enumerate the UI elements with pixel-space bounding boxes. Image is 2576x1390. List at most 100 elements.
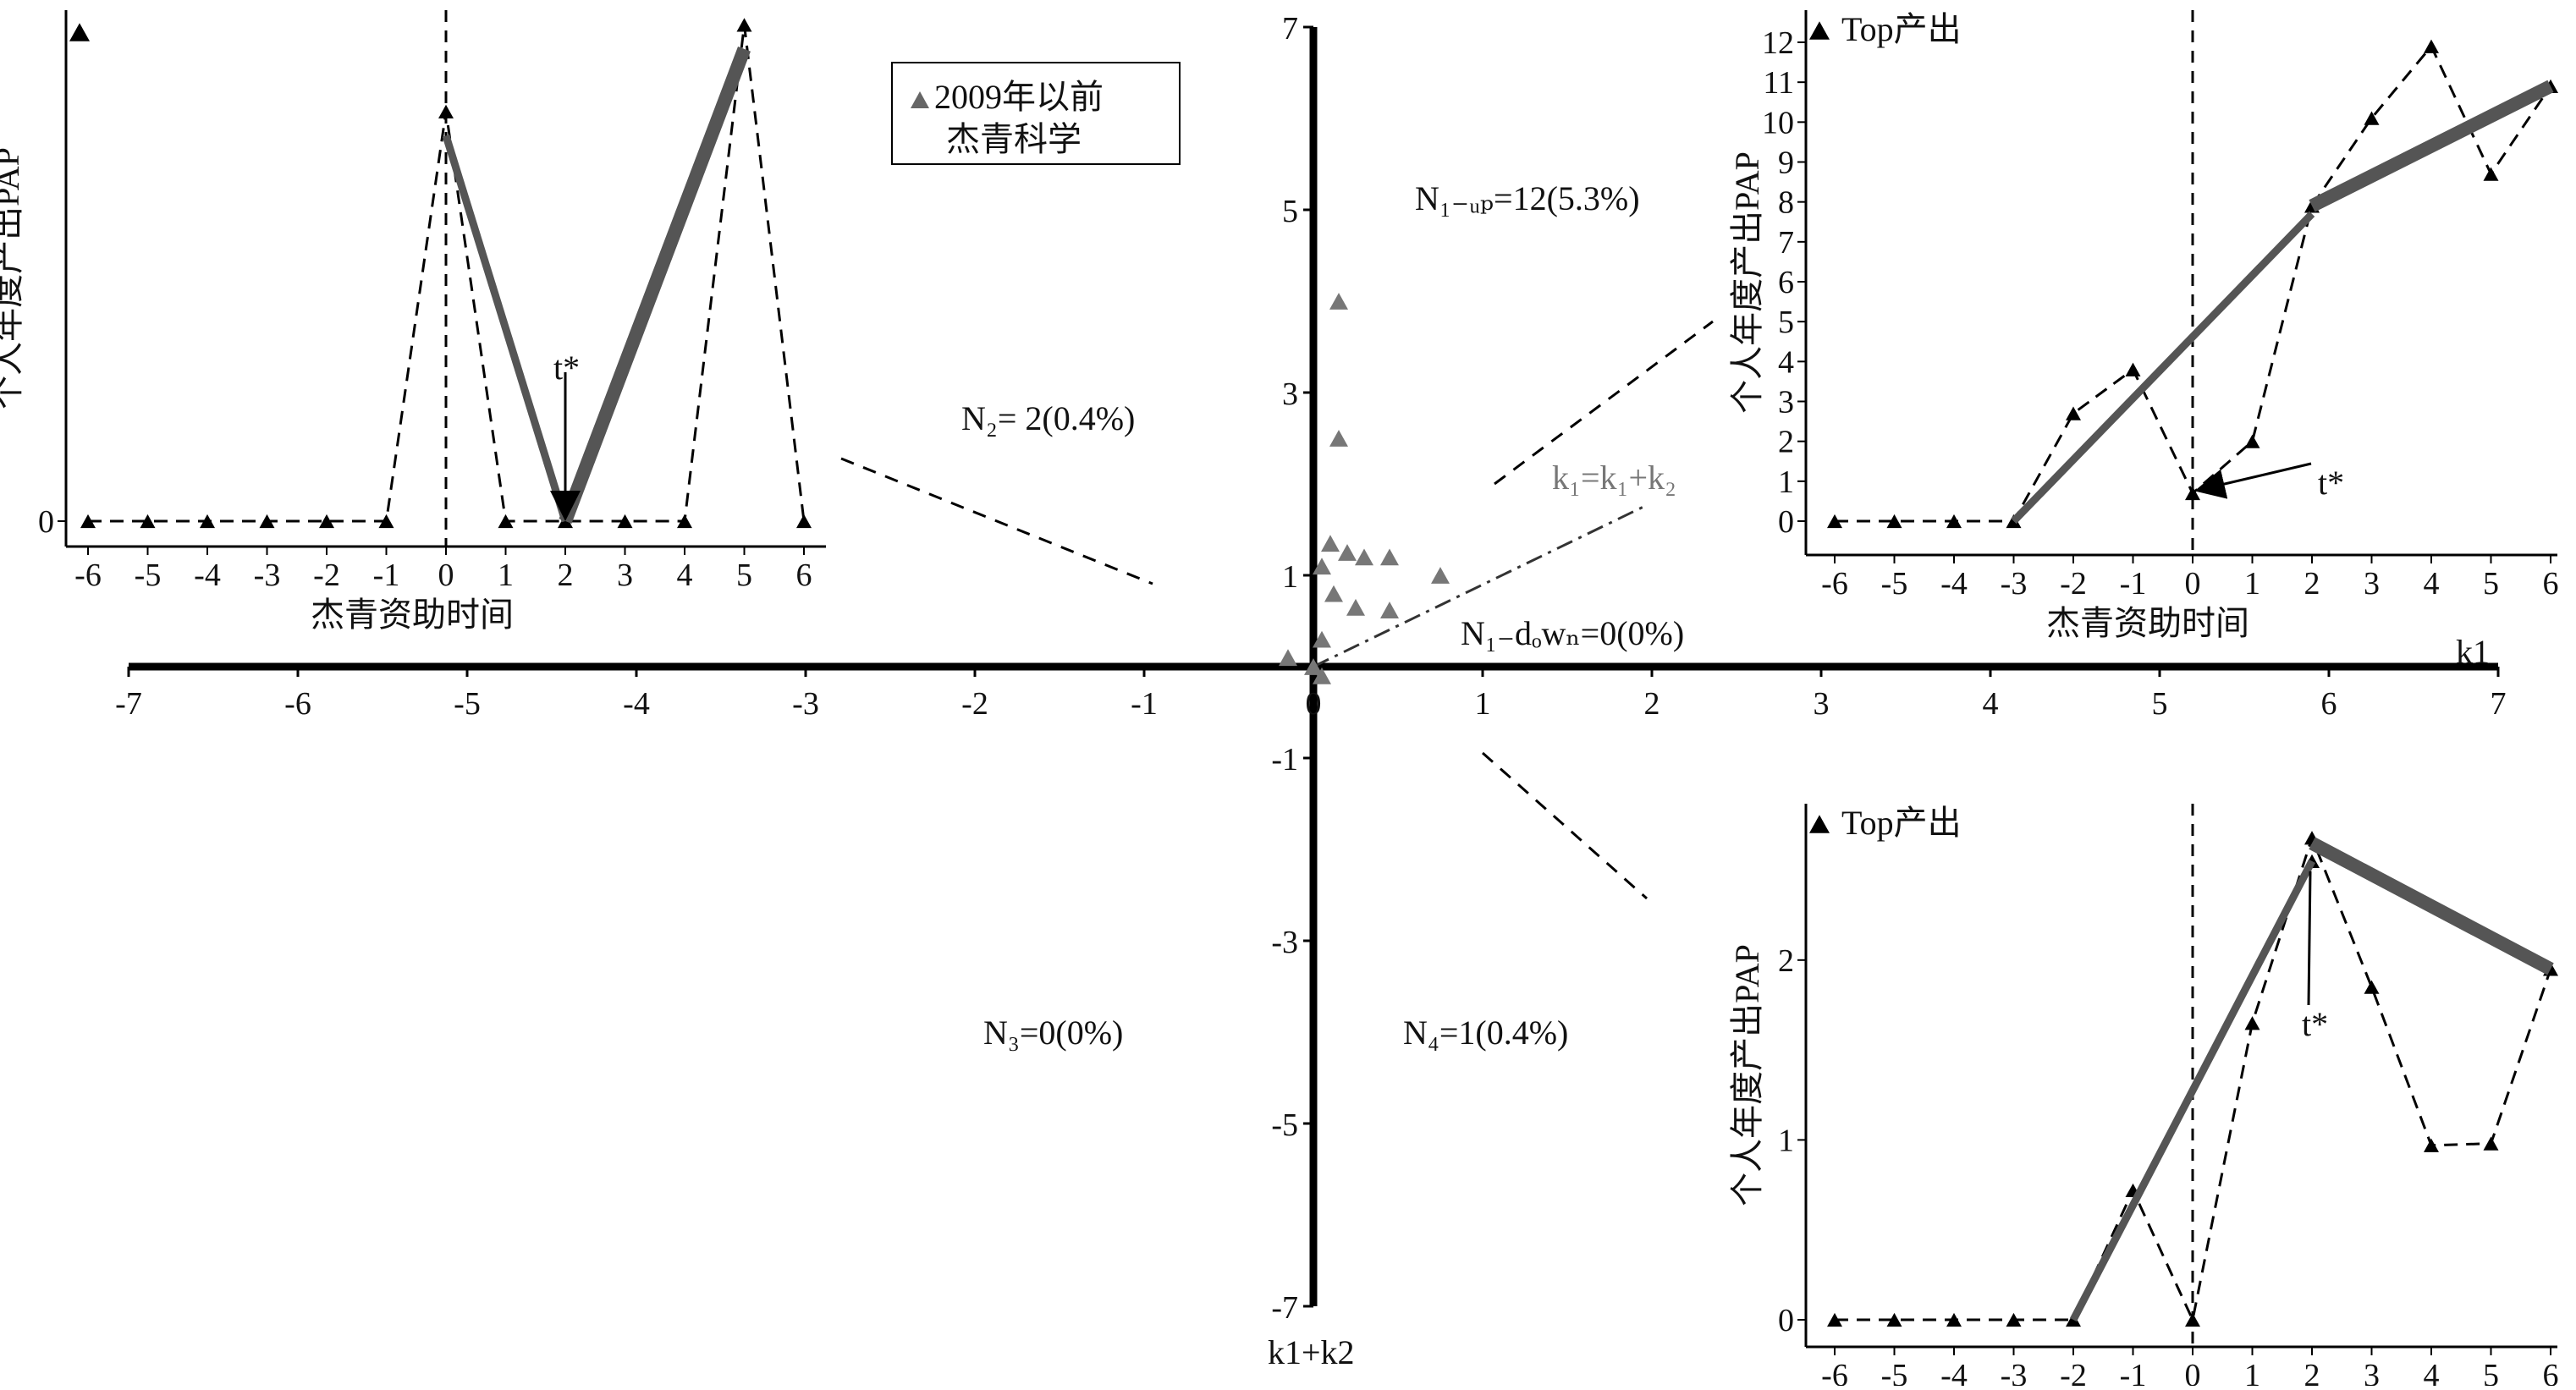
quadrant-n3-label: N₃=0(0%): [983, 1014, 1123, 1052]
x-tick-label: -2: [961, 686, 988, 722]
scatter-point: [1329, 430, 1348, 447]
inset-point: [1946, 1312, 1962, 1327]
inset-title: Top产出: [1841, 804, 1962, 842]
inset-point: [2244, 1016, 2260, 1030]
inset-point: [2424, 1138, 2439, 1152]
inset-x-tick-label: -5: [1881, 1358, 1908, 1386]
inset-point: [617, 514, 633, 529]
inset-y-tick-label: 10: [1762, 105, 1794, 140]
connector-n2: [840, 457, 1153, 585]
quadrant-n1-up-label: N₁₋ᵤₚ=12(5.3%): [1415, 179, 1640, 217]
scatter-point: [1346, 598, 1365, 616]
x-tick-label: 5: [2152, 686, 2168, 722]
inset-y-tick-label: 3: [1778, 385, 1794, 420]
inset-point: [1827, 1312, 1842, 1327]
inset-point: [259, 514, 275, 529]
t-star-label: t*: [553, 349, 580, 387]
inset-x-tick-label: 5: [2483, 1358, 2499, 1386]
scatter-point: [1313, 558, 1331, 575]
inset-point: [2006, 1312, 2022, 1327]
inset-fit-segment: [2070, 859, 2315, 1322]
scatter-point: [1304, 658, 1323, 675]
inset-y-tick-label: 1: [1778, 1123, 1794, 1158]
inset-x-tick-label: -4: [194, 558, 221, 593]
inset-fit-segment: [2309, 837, 2554, 975]
scatter-chart: -7 -6 -5 -4 -3 -2 -1 0 1 2 3 4 5 6 77531-1-3-5-7k1k1+k…: [115, 11, 2506, 1371]
inset-fit-segment: [2011, 211, 2315, 525]
inset-point: [2185, 486, 2200, 501]
quadrant-n1-down-label: N₁₋dₒwₙ=0(0%): [1461, 614, 1684, 652]
inset-x-tick-label: -5: [1881, 566, 1908, 602]
inset-y-axis-label: 个人年度产出PAP: [1728, 151, 1766, 414]
inset-title-marker-icon: [69, 23, 90, 41]
legend: 2009年以前 杰青科学: [891, 62, 1181, 165]
inset-x-tick-label: 5: [736, 558, 752, 593]
inset-y-tick-label: 6: [1778, 265, 1794, 300]
legend-line-1: 2009年以前: [934, 78, 1104, 116]
inset-fit-segment: [2309, 80, 2554, 212]
scatter-point: [1380, 548, 1399, 566]
scatter-point: [1313, 667, 1331, 684]
diagonal-reference-line: [1313, 505, 1644, 668]
inset-x-tick-label: 6: [796, 558, 812, 593]
inset-point: [2364, 980, 2380, 994]
inset-x-tick-label: 0: [438, 558, 454, 593]
y-axis-label: k1+k2: [1268, 1333, 1355, 1371]
inset-point: [1946, 514, 1962, 529]
inset-y-tick-label: 9: [1778, 146, 1794, 181]
legend-box: [891, 62, 1181, 165]
x-tick-label: 6: [2321, 686, 2337, 722]
inset-point: [1886, 514, 1902, 529]
diagonal-label: k₁=k₁+k₂: [1552, 459, 1676, 497]
inset-y-tick-label: 0: [1778, 504, 1794, 540]
inset-point: [1827, 514, 1842, 529]
inset-x-tick-label: -6: [74, 558, 102, 593]
inset-point: [2364, 111, 2380, 125]
inset-x-tick-label: -2: [2060, 1358, 2087, 1386]
x-tick-label: 3: [1814, 686, 1830, 722]
inset-x-tick-label: -4: [1940, 566, 1968, 602]
inset-x-tick-label: 5: [2483, 566, 2499, 602]
inset-point: [2125, 362, 2141, 376]
t-star-label: t*: [2318, 464, 2344, 502]
y-tick-label: -3: [1271, 925, 1298, 960]
y-tick-label: 5: [1282, 194, 1298, 229]
inset-x-tick-label: 2: [2304, 566, 2320, 602]
inset-x-tick-label: 0: [2185, 566, 2201, 602]
inset-x-tick-label: 6: [2543, 1358, 2559, 1386]
inset-point: [2424, 39, 2439, 53]
inset-x-tick-label: -1: [2120, 1358, 2147, 1386]
inset-x-tick-label: 3: [2364, 1358, 2380, 1386]
y-tick-label: -7: [1271, 1290, 1298, 1326]
x-tick-label: -3: [792, 686, 819, 722]
inset-x-tick-label: -2: [313, 558, 340, 593]
inset-fit-segment: [559, 47, 751, 524]
inset-point: [80, 514, 96, 529]
inset-x-tick-label: 2: [2304, 1358, 2320, 1386]
inset-x-tick-label: 4: [2424, 1358, 2440, 1386]
quadrant-n4-label: N₄=1(0.4%): [1403, 1014, 1568, 1052]
inset-y-tick-label: 2: [1778, 943, 1794, 979]
y-tick-label: 3: [1282, 376, 1298, 412]
inset-y-tick-label: 0: [38, 504, 54, 540]
inset-top-left-chart: -6 -5 -4 -3 -2 -1 0 1 2 3 4 5 6 0 t* 个人年度产出PAP 杰青资助时间: [0, 10, 826, 634]
scatter-point: [1338, 544, 1357, 561]
inset-y-tick-label: 1: [1778, 464, 1794, 500]
inset-x-tick-label: -6: [1821, 1358, 1848, 1386]
inset-y-tick-label: 8: [1778, 185, 1794, 221]
inset-x-tick-label: 4: [677, 558, 693, 593]
inset-y-tick-label: 0: [1778, 1303, 1794, 1338]
legend-line-2: 杰青科学: [946, 120, 1082, 158]
x-tick-label: 1: [1475, 686, 1491, 722]
inset-fit-segment: [442, 135, 570, 523]
inset-point: [438, 104, 454, 119]
inset-x-tick-label: 1: [2244, 566, 2260, 602]
scatter-point: [1380, 602, 1399, 618]
inset-y-tick-label: 11: [1763, 65, 1794, 101]
x-tick-label: 7: [2491, 686, 2507, 722]
x-tick-label: -4: [623, 686, 650, 722]
x-tick-label: -1: [1131, 686, 1158, 722]
x-tick-label: -6: [284, 686, 311, 722]
x-tick-label: -5: [454, 686, 481, 722]
